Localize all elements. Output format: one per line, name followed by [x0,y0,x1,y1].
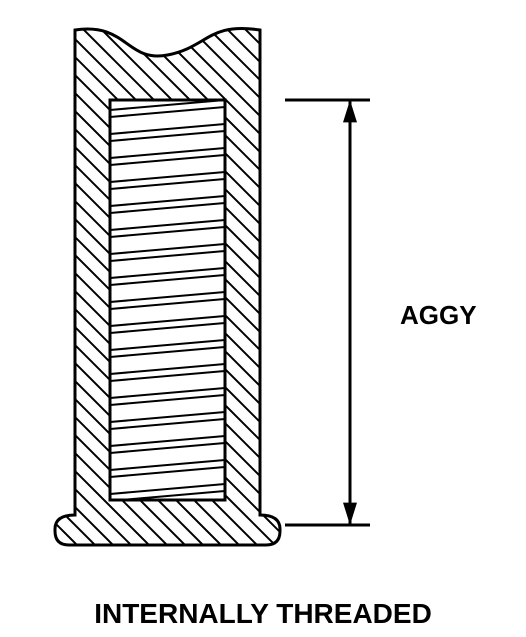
dim-label-aggy: AGGY [400,300,477,331]
dim-arrow-bottom [343,503,357,525]
diagram-caption: INTERNALLY THREADED [0,598,526,630]
thread-hatch [110,100,225,501]
dim-arrow-top [343,100,357,122]
